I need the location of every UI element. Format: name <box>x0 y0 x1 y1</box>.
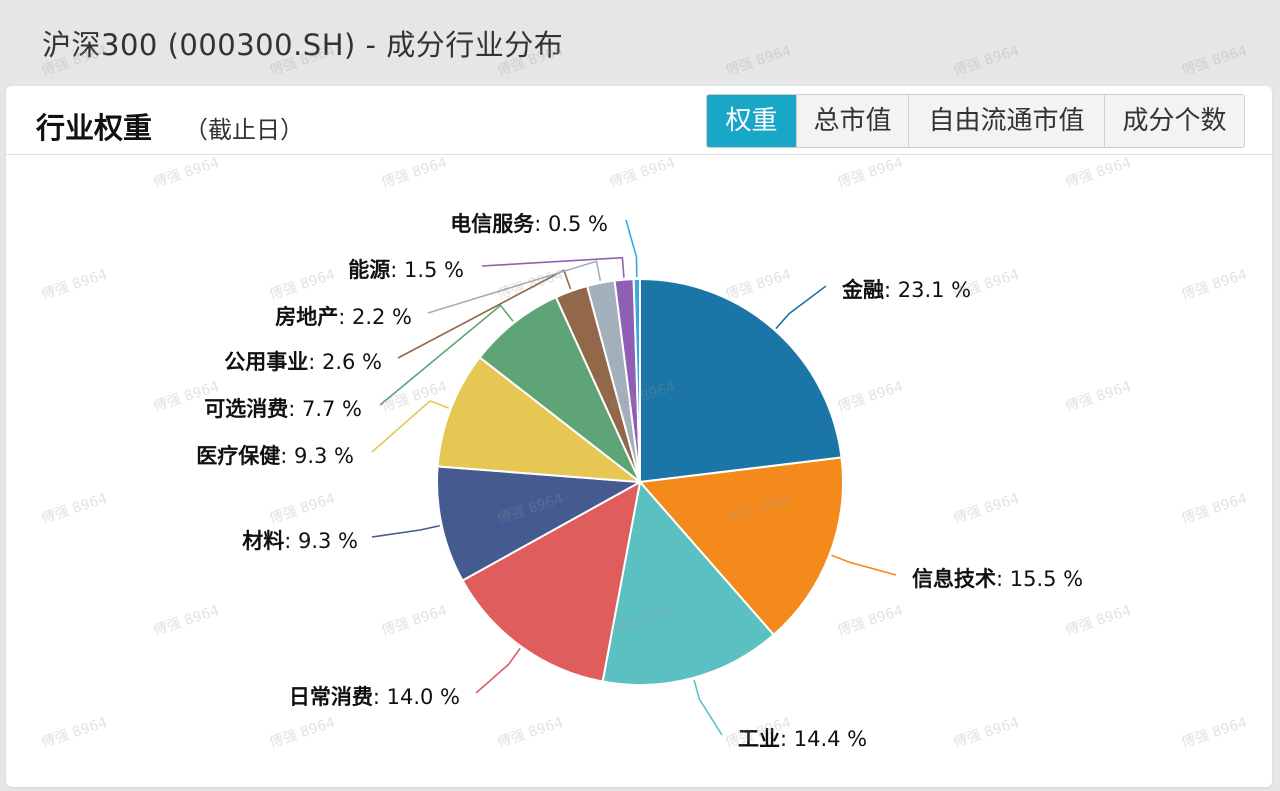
slice-label: 金融: 23.1 % <box>841 278 971 302</box>
slice-label-value: : 0.5 % <box>534 212 608 236</box>
slice-label-value: : 2.2 % <box>338 305 412 329</box>
leader-line <box>371 399 450 453</box>
leader-line <box>379 304 514 406</box>
page-title: 沪深300 (000300.SH) - 成分行业分布 <box>42 28 564 62</box>
slice-label-name: 信息技术 <box>912 567 996 591</box>
slice-label: 医疗保健: 9.3 % <box>196 444 354 468</box>
metric-tabs: 权重 总市值 自由流通市值 成分个数 <box>706 94 1245 148</box>
pie-leader-lines <box>371 219 897 736</box>
card-header: 行业权重 （截止日） 权重 总市值 自由流通市值 成分个数 <box>6 86 1272 155</box>
section-subtitle: （截止日） <box>184 116 304 144</box>
pie-slice-1[interactable] <box>638 456 844 637</box>
slice-label-name: 公用事业 <box>224 350 308 374</box>
slice-label-name: 材料 <box>242 529 284 553</box>
pie-slices <box>436 277 844 686</box>
slice-label: 材料: 9.3 % <box>242 529 358 553</box>
slice-label: 信息技术: 15.5 % <box>912 567 1083 591</box>
pie-slice-2[interactable] <box>601 479 776 686</box>
slice-label-value: : 1.5 % <box>390 258 464 282</box>
pie-slice-0[interactable] <box>639 277 843 484</box>
slice-label-value: : 15.5 % <box>996 567 1083 591</box>
pie-slice-10[interactable] <box>632 277 641 483</box>
slice-label: 房地产: 2.2 % <box>275 305 412 329</box>
slice-label: 可选消费: 7.7 % <box>204 397 362 421</box>
tab-free-float-market-cap[interactable]: 自由流通市值 <box>908 95 1104 147</box>
leader-line <box>693 679 723 736</box>
tab-constituent-count[interactable]: 成分个数 <box>1104 95 1244 147</box>
slice-label-name: 可选消费 <box>204 397 288 421</box>
slice-label-value: : 2.6 % <box>308 350 382 374</box>
tab-total-market-cap[interactable]: 总市值 <box>796 95 908 147</box>
slice-label-name: 能源 <box>348 258 390 282</box>
slice-label-value: : 9.3 % <box>280 444 354 468</box>
leader-line <box>427 260 602 314</box>
pie-slice-6[interactable] <box>478 295 641 483</box>
pie-labels: 金融: 23.1 %信息技术: 15.5 %工业: 14.4 %日常消费: 14… <box>196 212 1083 751</box>
pie-slice-5[interactable] <box>436 356 644 484</box>
leader-line <box>481 256 625 278</box>
slice-label-name: 日常消费 <box>289 685 373 709</box>
slice-label: 公用事业: 2.6 % <box>224 350 382 374</box>
slice-label-value: : 7.7 % <box>288 397 362 421</box>
section-title: 行业权重 <box>36 111 153 145</box>
slice-label-value: : 23.1 % <box>884 278 971 302</box>
leader-line <box>397 269 572 359</box>
pie-slice-3[interactable] <box>461 480 642 683</box>
slice-label-name: 金融 <box>841 278 884 302</box>
slice-label: 日常消费: 14.0 % <box>289 685 460 709</box>
slice-label: 电信服务: 0.5 % <box>450 212 608 236</box>
leader-line <box>775 285 827 330</box>
leader-line <box>831 554 897 576</box>
slice-label-value: : 14.4 % <box>780 727 867 751</box>
pie-slice-4[interactable] <box>436 465 644 582</box>
leader-line <box>475 647 521 694</box>
leader-line <box>371 524 440 538</box>
slice-label-value: : 14.0 % <box>373 685 460 709</box>
slice-label-name: 工业 <box>738 727 780 751</box>
slice-label-name: 房地产 <box>275 305 338 329</box>
tab-weight[interactable]: 权重 <box>707 95 796 147</box>
slice-label-name: 电信服务 <box>450 212 535 236</box>
slice-label: 工业: 14.4 % <box>738 727 867 751</box>
slice-label-name: 医疗保健 <box>196 444 280 468</box>
leader-line <box>625 219 638 278</box>
slice-label: 能源: 1.5 % <box>348 258 464 282</box>
slice-label-value: : 9.3 % <box>284 529 358 553</box>
